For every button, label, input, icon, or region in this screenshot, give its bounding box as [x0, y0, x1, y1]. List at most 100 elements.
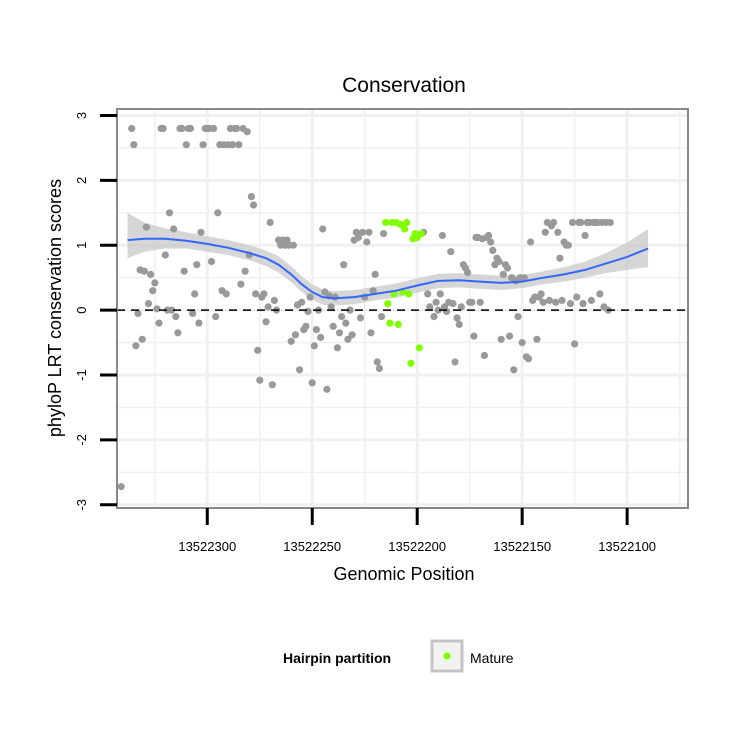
point-other: [487, 238, 495, 246]
y-tick-label: 3: [74, 112, 89, 119]
point-other: [128, 124, 136, 133]
chart-title: Conservation: [342, 74, 466, 97]
point-other: [377, 313, 386, 321]
point-other: [447, 248, 455, 256]
point-other: [426, 303, 434, 311]
x-tick-label: 13522300: [178, 539, 236, 554]
point-other: [331, 293, 339, 301]
point-other: [579, 300, 587, 308]
point-other: [432, 298, 440, 306]
smooth-trend-line: [127, 237, 649, 300]
point-other: [233, 124, 241, 133]
point-other: [264, 303, 272, 311]
point-other: [596, 290, 604, 298]
point-other: [319, 225, 327, 233]
point-mature: [417, 230, 425, 238]
point-other: [503, 264, 512, 272]
point-other: [197, 228, 205, 236]
point-other: [520, 274, 528, 282]
point-other: [342, 319, 350, 327]
point-other: [252, 290, 260, 298]
point-other: [214, 209, 222, 217]
point-other: [606, 218, 614, 227]
point-other: [235, 141, 243, 149]
legend-key-mature: [430, 639, 464, 673]
y-tick-label: -2: [74, 434, 89, 446]
point-other: [489, 246, 497, 254]
point-other: [298, 298, 306, 306]
point-other: [363, 238, 371, 246]
y-axis-title: phyloP LRT conservation scores: [45, 179, 65, 437]
point-other: [499, 270, 507, 278]
point-mature: [382, 218, 390, 227]
point-other: [140, 267, 148, 275]
point-other: [545, 296, 554, 304]
point-other: [338, 313, 346, 321]
point-other: [335, 329, 344, 337]
y-tick-label: -3: [74, 499, 89, 511]
point-other: [354, 233, 362, 242]
point-other: [533, 335, 541, 343]
point-other: [380, 230, 388, 238]
point-other: [161, 251, 169, 259]
panel-background: [117, 109, 688, 508]
point-other: [356, 314, 365, 322]
point-other: [367, 329, 375, 337]
point-other: [186, 124, 195, 133]
point-other: [554, 228, 562, 236]
point-other: [564, 241, 572, 249]
point-other: [510, 366, 518, 374]
point-other: [365, 228, 373, 236]
point-other: [302, 322, 310, 330]
point-other: [453, 314, 461, 322]
point-other: [457, 303, 465, 311]
point-other: [296, 366, 304, 374]
point-other: [476, 298, 484, 306]
point-other: [153, 305, 161, 313]
point-other: [222, 290, 230, 298]
point-other: [147, 270, 155, 278]
point-other: [256, 376, 264, 384]
point-other: [340, 261, 348, 269]
point-other: [346, 306, 354, 314]
plot-panel: [116, 108, 689, 509]
point-mature: [396, 220, 404, 229]
point-other: [506, 332, 514, 340]
point-other: [317, 333, 325, 341]
point-other: [375, 364, 383, 373]
point-other: [424, 290, 432, 298]
point-other: [371, 270, 379, 278]
point-mature: [415, 344, 423, 352]
point-other: [212, 313, 220, 321]
point-other: [359, 228, 367, 236]
point-other: [514, 313, 522, 321]
point-other: [155, 319, 163, 327]
point-other: [306, 293, 314, 301]
point-mature: [407, 359, 415, 367]
point-mature: [401, 225, 409, 233]
point-other: [165, 209, 174, 217]
point-other: [247, 193, 255, 201]
point-other: [552, 298, 560, 306]
point-other: [310, 342, 318, 350]
point-other: [241, 267, 249, 275]
point-other: [573, 293, 581, 301]
point-other: [193, 261, 201, 269]
point-other: [495, 257, 503, 266]
point-other: [189, 309, 197, 317]
legend-title: Hairpin partition: [283, 650, 391, 666]
point-other: [132, 342, 140, 350]
point-mature: [405, 290, 413, 298]
point-other: [571, 340, 579, 348]
point-other: [308, 379, 316, 387]
point-other: [228, 141, 237, 149]
point-other: [304, 307, 312, 315]
point-other: [527, 238, 535, 246]
point-other: [485, 231, 493, 240]
point-other: [262, 318, 270, 326]
point-other: [451, 358, 459, 366]
point-other: [182, 141, 190, 149]
point-other: [449, 300, 457, 308]
point-other: [556, 254, 564, 262]
point-other: [174, 329, 182, 337]
